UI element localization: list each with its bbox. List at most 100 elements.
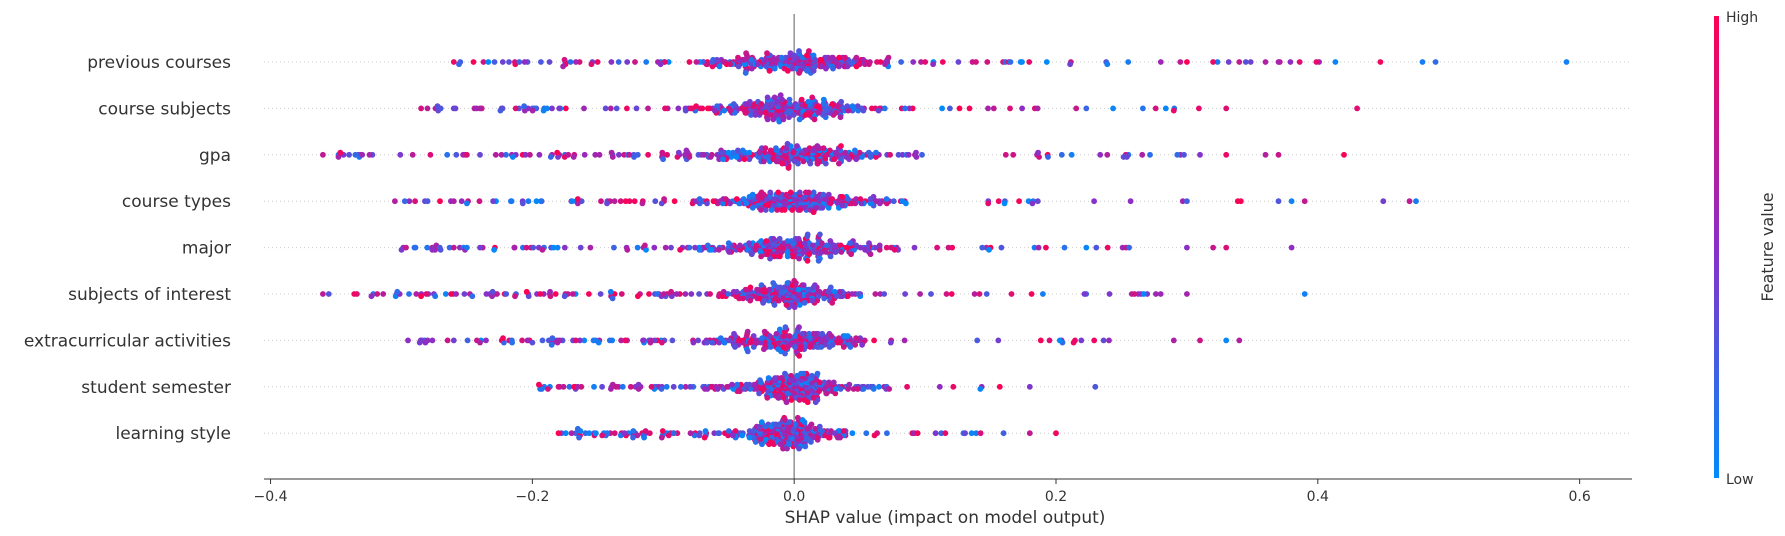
shap-point [477, 151, 483, 158]
shap-point [480, 59, 487, 65]
shap-point [886, 386, 893, 392]
shap-point [934, 244, 940, 251]
shap-point [1170, 337, 1177, 344]
feature-label: subjects of interest [68, 285, 231, 305]
shap-point [776, 235, 783, 242]
shap-point [736, 200, 742, 207]
shap-point [786, 96, 793, 103]
shap-point [588, 61, 595, 68]
shap-point [807, 160, 814, 167]
shap-point [1139, 151, 1146, 158]
shap-point [616, 151, 622, 158]
shap-point [611, 198, 618, 205]
shap-point [540, 107, 547, 114]
shap-point [767, 147, 774, 154]
shap-point [789, 253, 796, 260]
shap-point [593, 337, 599, 344]
shap-point [609, 295, 616, 302]
shap-point [696, 246, 703, 253]
shap-point [812, 425, 819, 432]
shap-point [1223, 105, 1230, 112]
shap-point [704, 200, 710, 207]
shap-point [754, 286, 760, 293]
shap-point [602, 105, 609, 112]
shap-point [704, 339, 710, 346]
shap-point [747, 297, 754, 304]
x-tick-label: 0.4 [1307, 489, 1329, 505]
shap-point [1223, 244, 1230, 251]
shap-point [716, 339, 723, 346]
shap-point [494, 291, 500, 297]
shap-point [664, 151, 670, 158]
shap-point [775, 297, 781, 304]
shap-point [1000, 430, 1007, 437]
shap-point [825, 288, 832, 295]
shap-point [560, 63, 566, 70]
shap-points [320, 48, 1570, 452]
shap-point [674, 154, 681, 160]
shap-point [618, 337, 624, 344]
shap-point [806, 330, 812, 337]
shap-point [423, 291, 430, 297]
shap-point [784, 253, 791, 260]
shap-point [405, 337, 411, 344]
shap-point [949, 244, 956, 251]
shap-point [887, 339, 894, 346]
shap-point [936, 383, 943, 390]
shap-point [643, 246, 649, 253]
shap-point [789, 65, 795, 72]
shap-point [429, 337, 436, 344]
shap-point [818, 240, 825, 247]
shap-point [857, 196, 864, 202]
shap-point [838, 143, 844, 149]
shap-point [500, 335, 506, 342]
shap-point [739, 432, 746, 439]
shap-point [995, 198, 1002, 205]
shap-point [820, 112, 826, 118]
shap-point [1275, 151, 1282, 158]
shap-point [413, 291, 420, 297]
shap-point [747, 284, 754, 291]
shap-point [647, 339, 654, 346]
shap-point [554, 339, 561, 346]
shap-point [823, 249, 829, 255]
shap-point [523, 244, 530, 251]
shap-point [574, 383, 581, 390]
shap-point [1097, 151, 1104, 158]
shap-point [424, 198, 431, 205]
shap-point [761, 286, 768, 293]
shap-point [768, 101, 775, 107]
shap-point [759, 441, 765, 448]
shap-point [845, 107, 852, 114]
shap-point [829, 299, 836, 306]
shap-point [561, 293, 568, 300]
shap-point [607, 105, 614, 112]
shap-point [761, 328, 768, 335]
shap-point [780, 333, 787, 339]
shap-point [782, 350, 788, 357]
shap-point [596, 151, 603, 158]
shap-point [539, 337, 546, 344]
shap-point [784, 280, 791, 286]
shap-point [756, 390, 762, 397]
shap-point [792, 441, 799, 448]
shap-point [774, 284, 781, 291]
shap-point [762, 109, 769, 116]
feature-label: extracurricular activities [24, 331, 231, 351]
shap-point [437, 105, 444, 112]
shap-point [866, 240, 872, 247]
shap-point [809, 297, 815, 304]
shap-point [1196, 105, 1202, 112]
shap-point [1034, 105, 1041, 112]
shap-point [659, 428, 666, 434]
shap-point [594, 59, 601, 65]
shap-point [853, 156, 860, 163]
shap-point [688, 291, 695, 297]
shap-point [1247, 59, 1254, 65]
shap-point [778, 375, 785, 381]
shap-point [766, 333, 773, 339]
feature-label: course types [122, 192, 231, 212]
shap-point [380, 291, 387, 297]
shap-point [834, 293, 840, 300]
shap-point [687, 105, 694, 112]
